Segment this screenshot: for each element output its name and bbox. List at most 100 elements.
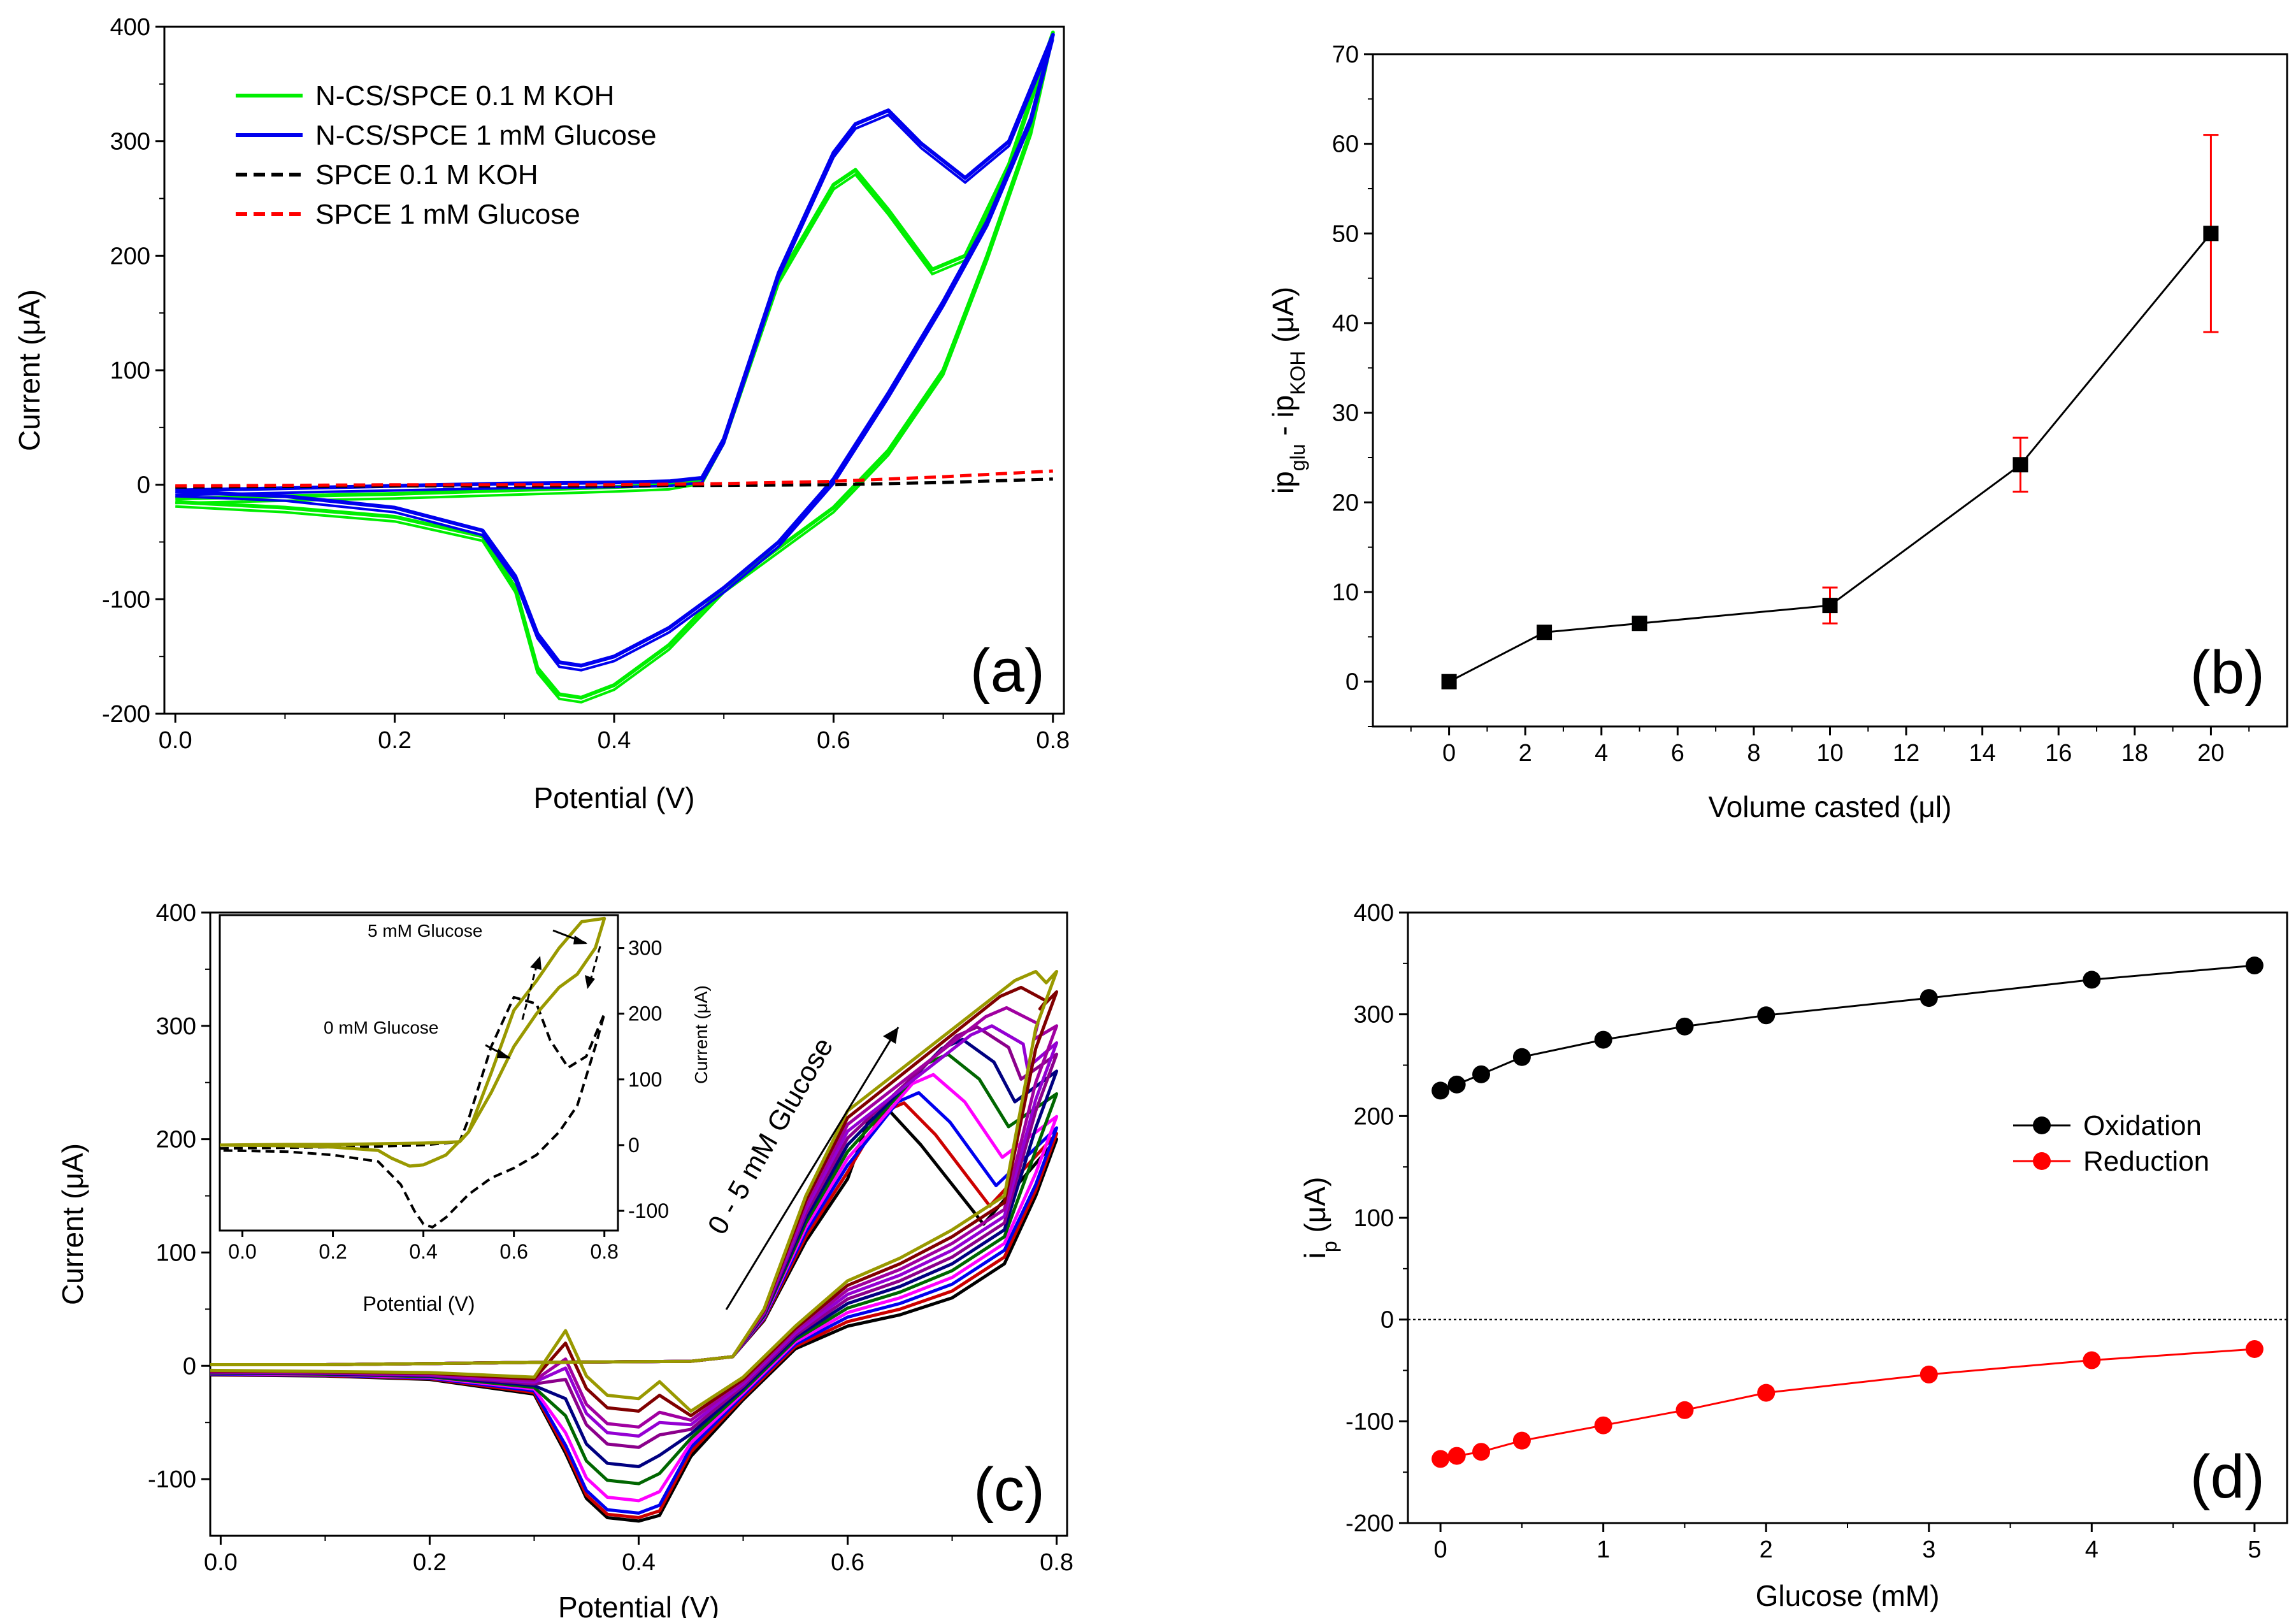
x-tick-label: 6 (1671, 740, 1684, 767)
inset-series-line (219, 916, 606, 1168)
panel-label: (b) (2190, 639, 2265, 707)
y-tick-label: 20 (1332, 489, 1359, 516)
x-tick-label: 16 (2045, 740, 2072, 767)
y-tick-label: -100 (148, 1466, 196, 1493)
y-tick-label: 100 (110, 358, 150, 384)
inset-y-axis-label: Current (μA) (691, 985, 711, 1084)
data-point (1472, 1443, 1490, 1461)
legend-label: SPCE 0.1 M KOH (315, 159, 538, 191)
y-axis-label: ip (μA) (1298, 1177, 1341, 1259)
y-tick-label: 50 (1332, 220, 1359, 247)
x-tick-label: 0.4 (598, 727, 631, 754)
x-tick-label: 12 (1893, 740, 1919, 767)
plot-frame (1407, 911, 2288, 1524)
x-axis-label: Volume casted (μl) (1709, 790, 1952, 823)
x-tick-label: 0.6 (817, 727, 850, 754)
x-tick-label: 4 (1595, 740, 1608, 767)
x-tick-label: 2 (1760, 1536, 1773, 1563)
x-tick-label: 3 (1922, 1536, 1935, 1563)
inset-y-tick-label: -100 (628, 1199, 669, 1222)
panel-label: (c) (973, 1455, 1045, 1524)
y-tick-label: -200 (1345, 1510, 1394, 1537)
data-point (1919, 1365, 1938, 1383)
y-tick-label: 70 (1332, 41, 1359, 68)
data-point (1441, 674, 1457, 690)
x-tick-label: 5 (2248, 1536, 2261, 1563)
data-point (1594, 1030, 1612, 1049)
inset-x-tick-label: 0.8 (590, 1240, 618, 1263)
series-line (1440, 964, 2255, 1092)
y-tick-label: 200 (156, 1127, 196, 1153)
series-line (175, 469, 1053, 488)
inset-y-tick-label: 300 (628, 937, 662, 960)
data-point (1512, 1431, 1531, 1450)
x-tick-label: 0 (1434, 1536, 1447, 1563)
data-point (1594, 1416, 1612, 1434)
inset-dir-head (530, 956, 542, 970)
series-line-return (175, 36, 1054, 704)
x-tick-label: 14 (1969, 740, 1996, 767)
legend-marker (2033, 1116, 2051, 1134)
y-tick-label: 100 (156, 1239, 196, 1266)
x-tick-label: 0.0 (159, 727, 192, 754)
data-point (1512, 1048, 1531, 1066)
x-tick-label: 2 (1519, 740, 1532, 767)
x-tick-label: 20 (2197, 740, 2224, 767)
x-tick-label: 0.8 (1040, 1549, 1073, 1576)
y-axis-label: Current (μA) (56, 1143, 89, 1305)
x-axis-label: Potential (V) (533, 781, 694, 814)
series-line (1440, 1348, 2255, 1460)
x-tick-label: 0.2 (413, 1549, 447, 1576)
inset-y-tick-label: 0 (628, 1134, 640, 1157)
x-tick-label: 10 (1816, 740, 1843, 767)
inset-x-tick-label: 0.0 (228, 1240, 256, 1263)
data-point (2245, 957, 2264, 975)
data-point (1431, 1081, 1450, 1100)
inset-label-0mm: 0 mM Glucose (324, 1018, 439, 1037)
inset-dir-head (585, 975, 595, 989)
data-point (1431, 1450, 1450, 1468)
x-tick-label: 0.2 (378, 727, 412, 754)
x-tick-label: 0.0 (204, 1549, 238, 1576)
y-axis-label: Current (μA) (13, 289, 46, 451)
inset-x-tick-label: 0.6 (499, 1240, 527, 1263)
inset: 0.0 0.2 0.4 0.6 0.8 -100 0 100 200 300 Potential (… (219, 914, 711, 1315)
y-tick-label: 0 (183, 1353, 196, 1380)
data-point (2203, 226, 2219, 242)
y-tick-label: 10 (1332, 579, 1359, 606)
panel-label: (d) (2190, 1443, 2265, 1511)
x-tick-label: 1 (1596, 1536, 1610, 1563)
data-point (1919, 989, 1938, 1008)
y-tick-label: 0 (137, 472, 150, 499)
legend-label: SPCE 1 mM Glucose (315, 199, 580, 230)
y-tick-label: 400 (156, 900, 196, 927)
y-tick-label: 60 (1332, 131, 1359, 158)
panel-c: 0.0 0.2 0.4 0.6 0.8 -100 0 100 200 300 400 Potentia… (56, 900, 1073, 1618)
inset-background (220, 915, 618, 1231)
data-point (1537, 625, 1553, 640)
data-point (2083, 1351, 2101, 1369)
x-tick-label: 0 (1442, 740, 1456, 767)
data-point (1822, 598, 1838, 614)
y-tick-label: 30 (1332, 400, 1359, 427)
x-axis-label: Glucose (mM) (1756, 1579, 1940, 1612)
inset-x-tick-label: 0.2 (319, 1240, 347, 1263)
legend-label: N-CS/SPCE 1 mM Glucose (315, 120, 656, 151)
data-point (2245, 1340, 2264, 1358)
data-point (1675, 1017, 1694, 1036)
x-tick-label: 4 (2085, 1536, 2099, 1563)
inset-pointer-head (497, 1049, 511, 1058)
inset-x-axis-label: Potential (V) (362, 1292, 475, 1315)
data-point (1447, 1075, 1466, 1094)
legend-label: N-CS/SPCE 0.1 M KOH (315, 80, 614, 112)
y-tick-label: -100 (102, 586, 150, 613)
inset-y-tick-label: 200 (628, 1002, 662, 1025)
y-tick-label: 200 (110, 243, 150, 270)
y-tick-label: 400 (1354, 900, 1394, 927)
inset-label-5mm: 5 mM Glucose (368, 921, 483, 941)
y-tick-label: 400 (110, 14, 150, 41)
annotation-arrow (725, 1027, 900, 1310)
series-line (210, 970, 1059, 1413)
inset-y-tick-label: 100 (628, 1068, 662, 1091)
